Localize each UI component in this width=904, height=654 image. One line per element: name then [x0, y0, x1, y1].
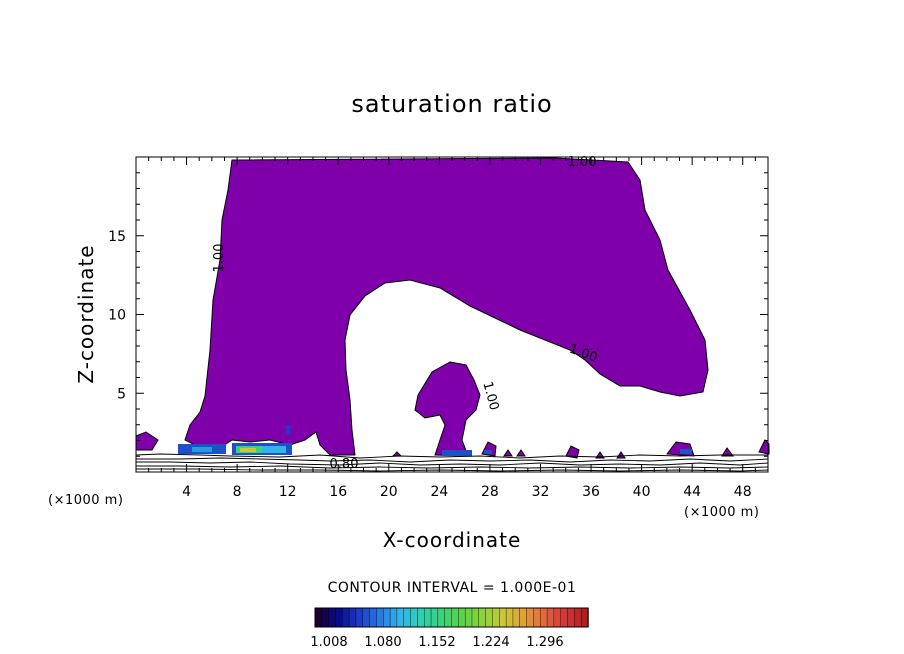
- colorbar-tick-label: 1.080: [364, 635, 401, 650]
- colorbar-cell: [519, 607, 528, 628]
- colorbar-cell: [478, 607, 487, 628]
- y-tick-label: 15: [108, 229, 126, 245]
- x-tick-label: 48: [734, 484, 752, 500]
- colorbar-cell: [403, 607, 412, 628]
- contour-label: 1.00: [568, 155, 597, 170]
- y-axis-label: Z-coordinate: [74, 244, 98, 383]
- colorbar-cell: [314, 607, 323, 628]
- colorbar-cell: [499, 607, 507, 628]
- colorbar-cell: [417, 607, 425, 628]
- contour-labels: 1.00 1.00 1.00 1.00 0.80: [212, 155, 599, 472]
- high-saturation-patches: [178, 425, 692, 456]
- contour-label: 1.00: [479, 380, 501, 412]
- colorbar-cell: [369, 607, 378, 628]
- colorbar-cell: [458, 607, 466, 628]
- colorbar-tick-label: 1.296: [526, 635, 563, 650]
- colorbar-cell: [574, 607, 582, 628]
- colorbar-cell: [451, 607, 460, 628]
- colorbar-cell: [437, 607, 446, 628]
- colorbar-tick-label: 1.008: [310, 635, 347, 650]
- chart-title: saturation ratio: [351, 90, 552, 118]
- x-unit-left: (×1000 m): [48, 493, 123, 508]
- x-tick-label: 8: [233, 484, 242, 500]
- colorbar-cell: [540, 607, 548, 628]
- x-tick-label: 16: [329, 484, 347, 500]
- contour-label: 1.00: [212, 244, 227, 273]
- x-tick-label: 44: [683, 484, 701, 500]
- colorbar-cell: [546, 607, 555, 628]
- colorbar-cell: [464, 607, 473, 628]
- y-tick-label: 10: [108, 308, 126, 324]
- x-tick-label: 20: [380, 484, 398, 500]
- colorbar-cell: [383, 607, 391, 628]
- colorbar-cell: [342, 607, 350, 628]
- supersaturated-region: [135, 157, 770, 459]
- contour-label: 0.80: [330, 457, 359, 472]
- colorbar-cell: [512, 607, 521, 628]
- colorbar-frame: [314, 607, 589, 628]
- colorbar-cell: [444, 607, 453, 628]
- colorbar-tick-label: 1.152: [418, 635, 455, 650]
- colorbar-cell: [533, 607, 541, 628]
- colorbar-cell: [410, 607, 419, 628]
- colorbar-cell: [348, 607, 357, 628]
- x-tick-label: 12: [279, 484, 297, 500]
- colorbar-cell: [376, 607, 384, 628]
- colorbar-cell: [389, 607, 398, 628]
- colorbar-cell: [560, 607, 569, 628]
- x-tick-label: 32: [532, 484, 550, 500]
- colorbar-cell: [485, 607, 494, 628]
- colorbar-cell: [505, 607, 514, 628]
- colorbar-cell: [492, 607, 500, 628]
- colorbar-tick-label: 1.224: [472, 635, 509, 650]
- colorbar-cell: [567, 607, 576, 628]
- colorbar-cell: [580, 607, 589, 628]
- x-tick-label: 4: [182, 484, 191, 500]
- colorbar-cell: [328, 607, 337, 628]
- colorbar: [314, 607, 589, 628]
- x-tick-label: 36: [582, 484, 600, 500]
- x-tick-labels: 4 8 12 16 20 24 28 32 36 40 44 48: [182, 484, 752, 500]
- x-unit-right: (×1000 m): [684, 505, 759, 520]
- y-tick-label: 5: [117, 386, 126, 402]
- colorbar-cell: [526, 607, 535, 628]
- colorbar-cell: [430, 607, 439, 628]
- x-tick-label: 24: [430, 484, 448, 500]
- y-tick-labels: 5 10 15: [108, 229, 126, 403]
- x-tick-label: 28: [481, 484, 499, 500]
- colorbar-labels: 1.008 1.080 1.152 1.224 1.296: [310, 635, 563, 650]
- colorbar-cell: [396, 607, 405, 628]
- colorbar-cell: [335, 607, 344, 628]
- colorbar-cell: [362, 607, 371, 628]
- colorbar-cell: [471, 607, 480, 628]
- contour-interval-label: CONTOUR INTERVAL = 1.000E-01: [328, 580, 577, 596]
- colorbar-cell: [355, 607, 364, 628]
- x-axis-label: X-coordinate: [383, 528, 522, 552]
- colorbar-cell: [321, 607, 330, 628]
- colorbar-cell: [424, 607, 432, 628]
- x-tick-label: 40: [633, 484, 651, 500]
- axis-ticks: [135, 156, 769, 473]
- colorbar-cell: [553, 607, 562, 628]
